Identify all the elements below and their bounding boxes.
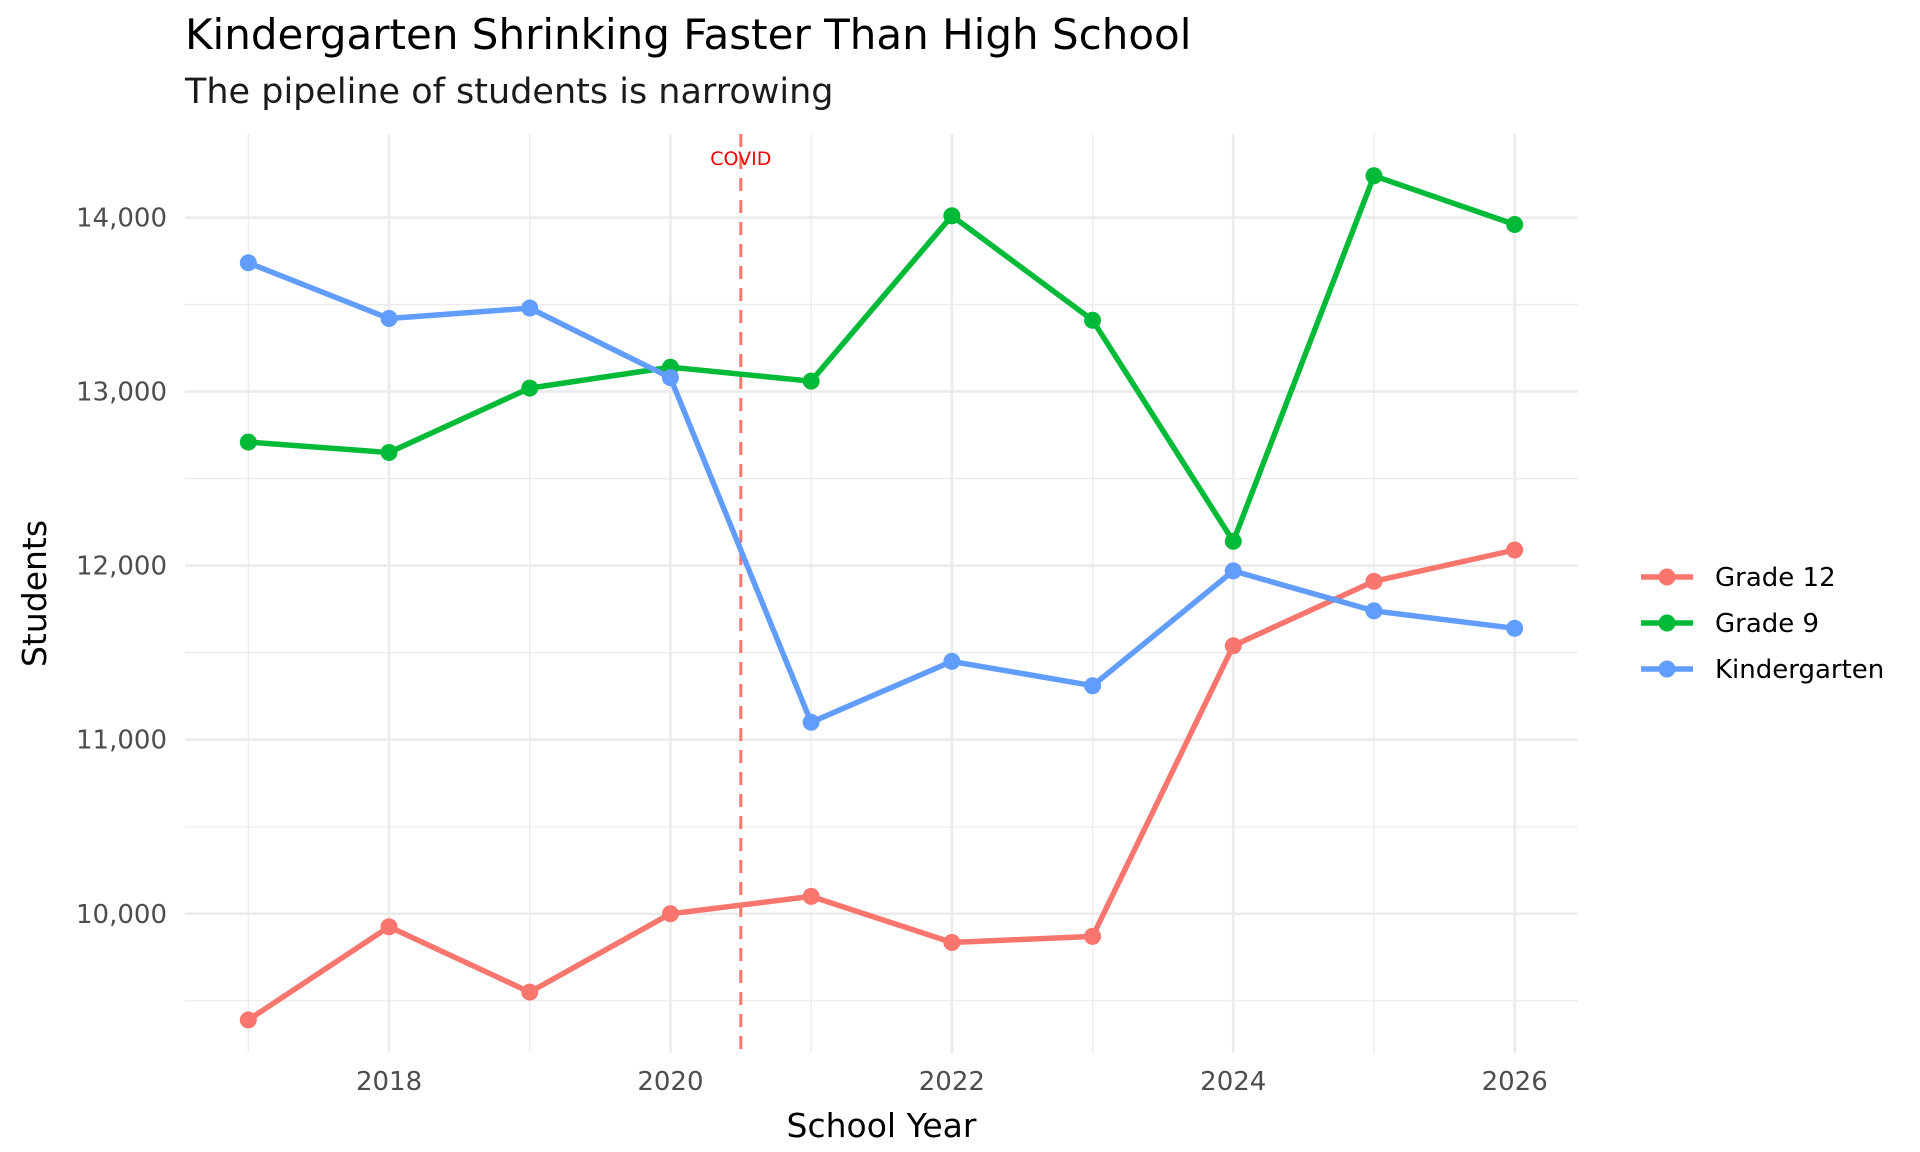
data-point-kindergarten — [1224, 562, 1242, 580]
x-axis-title: School Year — [787, 1106, 977, 1145]
legend-key-point-kindergarten — [1658, 660, 1676, 678]
data-point-grade-9 — [802, 372, 820, 390]
data-point-grade-9 — [1224, 532, 1242, 550]
data-point-grade-9 — [943, 207, 961, 225]
series-line-kindergarten — [245, 260, 1518, 726]
data-point-grade-9 — [521, 379, 539, 397]
data-point-grade-9 — [1506, 216, 1524, 234]
data-point-grade-12 — [1084, 927, 1102, 945]
x-tick-label: 2020 — [637, 1067, 703, 1097]
x-tick-label: 2022 — [919, 1067, 985, 1097]
data-point-grade-12 — [943, 933, 961, 951]
data-point-kindergarten — [380, 309, 398, 327]
series-line-grade-12 — [245, 547, 1518, 1023]
legend-key-point-grade-12 — [1658, 568, 1676, 586]
covid-annotation-label: COVID — [710, 148, 771, 170]
data-point-grade-9 — [1084, 311, 1102, 329]
data-point-grade-9 — [239, 433, 257, 451]
x-tick-label: 2026 — [1482, 1067, 1548, 1097]
y-tick-label: 12,000 — [76, 552, 167, 582]
data-point-grade-9 — [1365, 167, 1383, 185]
data-point-grade-12 — [1224, 637, 1242, 655]
data-point-grade-12 — [521, 983, 539, 1001]
y-tick-label: 11,000 — [76, 726, 167, 756]
legend-label-kindergarten: Kindergarten — [1715, 655, 1884, 685]
legend-label-grade-12: Grade 12 — [1715, 563, 1836, 593]
data-point-kindergarten — [1084, 677, 1102, 695]
chart-subtitle: The pipeline of students is narrowing — [185, 72, 834, 112]
data-point-kindergarten — [521, 299, 539, 317]
legend-key-point-grade-9 — [1658, 614, 1676, 632]
data-point-grade-12 — [380, 918, 398, 936]
legend-label-grade-9: Grade 9 — [1715, 609, 1819, 639]
data-point-grade-12 — [1506, 541, 1524, 559]
x-tick-label: 2018 — [356, 1067, 422, 1097]
y-tick-label: 10,000 — [76, 900, 167, 930]
data-point-kindergarten — [802, 713, 820, 731]
data-point-kindergarten — [1365, 602, 1383, 620]
y-tick-label: 14,000 — [76, 204, 167, 234]
data-point-grade-12 — [802, 887, 820, 905]
data-point-grade-12 — [1365, 572, 1383, 590]
series-line-grade-9 — [245, 173, 1518, 545]
data-point-kindergarten — [239, 254, 257, 272]
y-axis-title: Students — [15, 520, 54, 667]
y-tick-label: 13,000 — [76, 378, 167, 408]
x-tick-label: 2024 — [1200, 1067, 1266, 1097]
data-point-kindergarten — [661, 369, 679, 387]
chart-title: Kindergarten Shrinking Faster Than High … — [185, 10, 1192, 59]
data-point-grade-9 — [380, 444, 398, 462]
data-point-kindergarten — [1506, 619, 1524, 637]
data-point-grade-12 — [661, 905, 679, 923]
data-point-kindergarten — [943, 652, 961, 670]
data-point-grade-12 — [239, 1011, 257, 1029]
